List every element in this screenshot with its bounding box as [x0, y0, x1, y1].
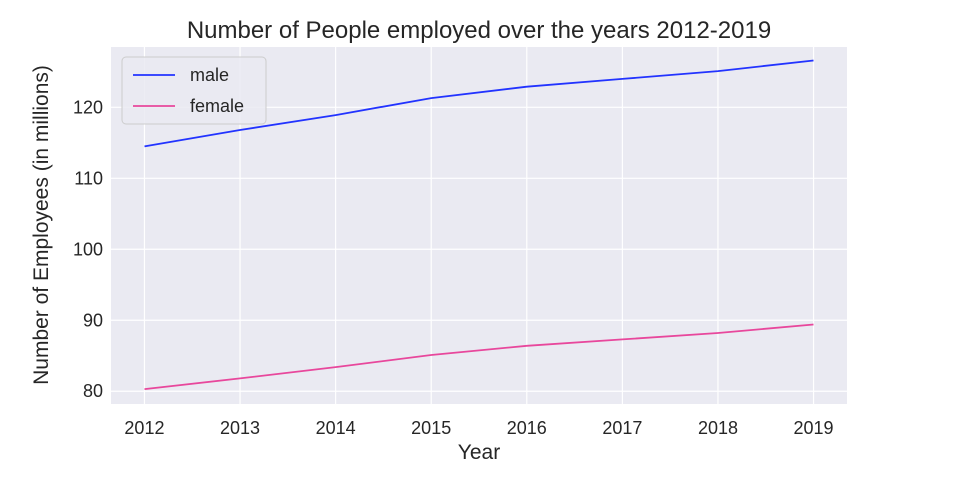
grid [111, 47, 847, 404]
x-tick-label: 2014 [316, 418, 356, 438]
legend-frame [121, 56, 267, 125]
chart-title: Number of People employed over the years… [187, 17, 771, 44]
x-tick-label: 2015 [411, 418, 451, 438]
x-tick-label: 2019 [794, 418, 834, 438]
y-tick-label: 120 [73, 97, 103, 117]
series-line-female [144, 323, 814, 390]
series-lines [144, 59, 814, 390]
x-axis-label: Year [458, 441, 500, 464]
x-tick-label: 2013 [220, 418, 260, 438]
y-ticks: 80 90 100 110 120 [73, 97, 103, 401]
series-line-male [144, 59, 814, 148]
x-tick-label: 2012 [124, 418, 164, 438]
x-tick-label: 2017 [602, 418, 642, 438]
x-ticks: 2012 2013 2014 2015 2016 2017 2018 2019 [124, 418, 833, 438]
x-tick-label: 2018 [698, 418, 738, 438]
y-tick-label: 90 [83, 310, 103, 330]
y-axis-label: Number of Employees (in millions) [30, 65, 53, 385]
y-tick-label: 80 [83, 381, 103, 401]
x-tick-label: 2016 [507, 418, 547, 438]
legend: male female [121, 56, 267, 125]
y-tick-label: 110 [74, 168, 103, 188]
legend-label-male: male [190, 65, 229, 85]
y-tick-label: 100 [73, 239, 103, 259]
legend-label-female: female [190, 96, 244, 116]
